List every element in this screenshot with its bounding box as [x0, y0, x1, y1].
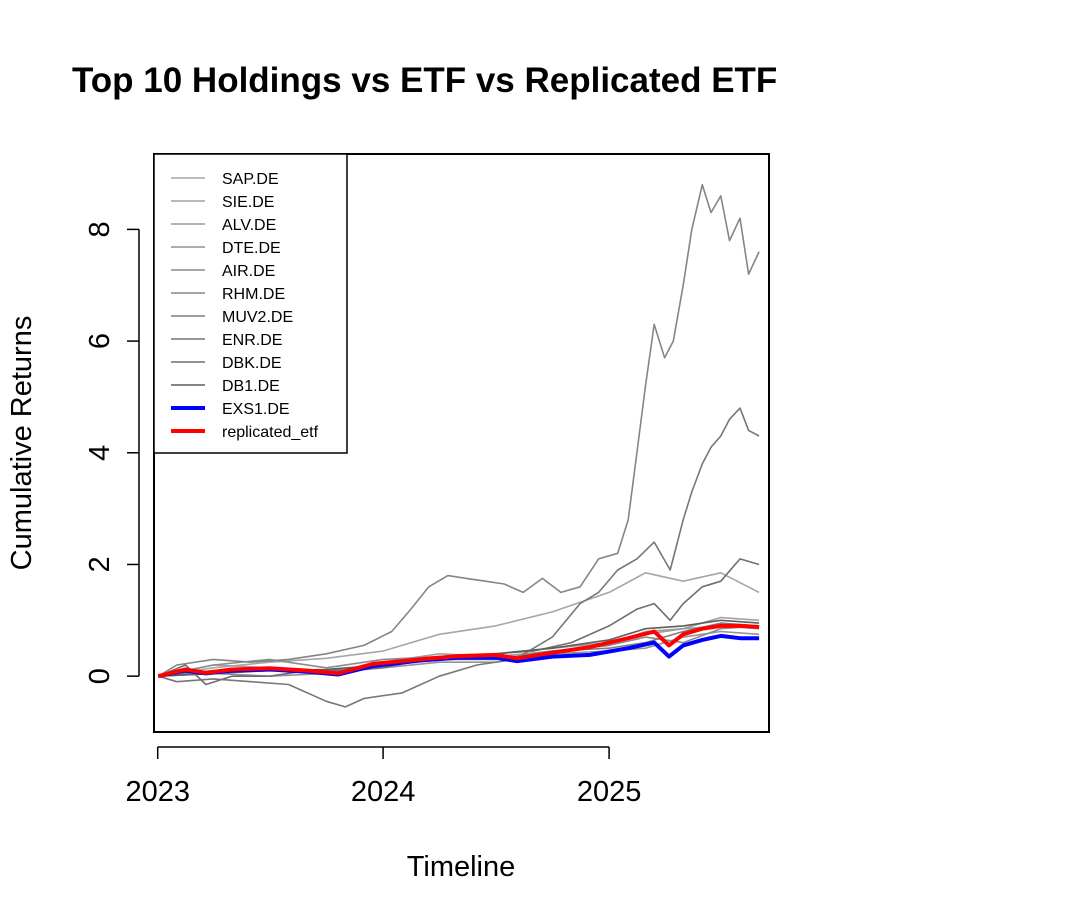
legend-label-air-de: AIR.DE [222, 263, 275, 280]
x-axis: 2023 2024 2025 [125, 746, 642, 808]
legend: SAP.DE SIE.DE ALV.DE DTE.DE AIR.DE RHM.DE MUV2… [153, 153, 348, 454]
series-line-rhm-de [157, 183, 760, 677]
x-tick-label: 2025 [577, 776, 642, 808]
legend-label-dte-de: DTE.DE [222, 240, 281, 257]
series-line-sap-de [158, 572, 760, 677]
legend-label-enr-de: ENR.DE [222, 332, 282, 349]
legend-box [153, 153, 348, 454]
x-tick-label: 2024 [351, 776, 416, 808]
y-tick-label: 2 [84, 556, 116, 572]
legend-label-replicated-etf: replicated_etf [222, 424, 319, 441]
series-line-replicated-etf [157, 623, 760, 679]
x-axis-label: Timeline [407, 851, 516, 883]
y-axis: 0 2 4 6 8 [84, 221, 140, 684]
series-line-dbk-de [157, 558, 760, 686]
y-tick-label: 0 [84, 668, 116, 684]
chart-title: Top 10 Holdings vs ETF vs Replicated ETF [72, 61, 777, 100]
legend-label-sie-de: SIE.DE [222, 194, 274, 211]
legend-label-exs1-de: EXS1.DE [222, 401, 290, 418]
legend-label-db1-de: DB1.DE [222, 378, 280, 395]
series-line-enr-de [158, 407, 760, 708]
y-tick-label: 4 [84, 445, 116, 461]
legend-label-dbk-de: DBK.DE [222, 355, 282, 372]
series-layer [157, 183, 760, 708]
y-tick-label: 6 [84, 333, 116, 349]
x-tick-label: 2023 [125, 776, 190, 808]
legend-label-sap-de: SAP.DE [222, 171, 279, 188]
y-axis-label: Cumulative Returns [6, 316, 38, 571]
legend-label-alv-de: ALV.DE [222, 217, 276, 234]
legend-label-rhm-de: RHM.DE [222, 286, 285, 303]
legend-label-muv2-de: MUV2.DE [222, 309, 293, 326]
y-tick-label: 8 [84, 221, 116, 237]
